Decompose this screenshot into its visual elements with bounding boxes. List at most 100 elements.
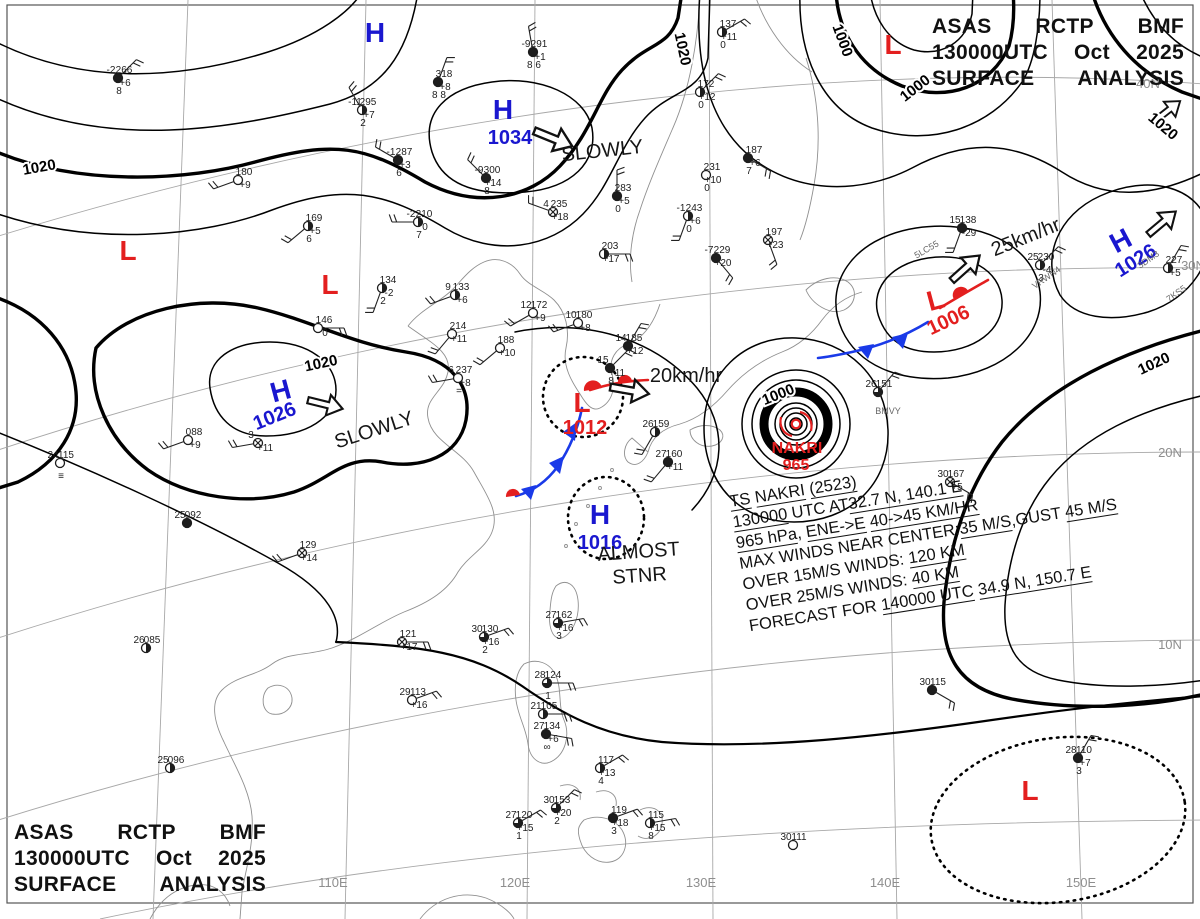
station-plot: 15+118 xyxy=(597,349,636,387)
station-value: 1 xyxy=(545,691,551,702)
movement-annotation: ALMOST xyxy=(597,538,681,566)
station-plot: 14 185 +12 xyxy=(615,322,649,357)
station-value: +11 xyxy=(721,32,738,43)
station-value: 188 xyxy=(498,335,515,346)
station-plot: 214+11 xyxy=(427,321,468,355)
station-value: -2 xyxy=(407,209,416,220)
station-value: 1 xyxy=(516,831,522,842)
station-value: +6 xyxy=(689,216,701,227)
station-value: 0 xyxy=(704,183,710,194)
station-plot: 088+9 xyxy=(157,427,203,451)
station-plot: 197+23 xyxy=(762,227,784,271)
station-value: +6 xyxy=(456,295,468,306)
fronts xyxy=(505,278,990,500)
station-plot: 25 230 -43 xyxy=(1027,246,1066,284)
station-value: +6 xyxy=(119,78,131,89)
station-plot: 3+11 xyxy=(227,430,274,454)
pressure-center-label: H xyxy=(493,94,513,125)
station-value: 4 xyxy=(543,199,549,210)
station-value: 8 xyxy=(648,831,654,842)
station-value: 130 xyxy=(482,624,499,635)
station-value: +8 xyxy=(579,323,591,334)
station-value: 12 xyxy=(520,300,532,311)
station-value: +9 xyxy=(239,180,251,191)
station-value: 30 xyxy=(780,832,792,843)
isobar-value-label: 1020 xyxy=(671,31,695,67)
station-value: 295 xyxy=(360,97,377,108)
station-value: +5 xyxy=(618,196,630,207)
station-plot: 12 172 +9 xyxy=(503,300,548,327)
title-word: 130000UTC xyxy=(932,41,1048,64)
station-value: +11 xyxy=(667,462,684,473)
station-value: 6 xyxy=(306,234,312,245)
arrow-h1026-left-icon xyxy=(304,388,347,421)
station-value: 3 xyxy=(556,631,562,642)
station-plot: 26 151 xyxy=(865,371,903,398)
station-plot: -1 243 +60 xyxy=(671,203,703,241)
station-value: 24 xyxy=(47,450,59,461)
movement-annotation: 20km/hr xyxy=(650,365,723,387)
pressure-center-label: 965 xyxy=(783,457,810,474)
movement-annotation: SLOWLY xyxy=(332,407,417,453)
station-value: 10 xyxy=(565,310,577,321)
pressure-center-label: 1016 xyxy=(578,532,623,554)
cold-front-l1006 xyxy=(816,320,930,360)
station-value: +20 xyxy=(555,808,572,819)
title-word: ANALYSIS xyxy=(1077,67,1184,90)
station-value: 25 xyxy=(174,510,186,521)
station-value: +5 xyxy=(951,482,963,493)
station-plot: 28 124 1 xyxy=(534,670,577,702)
station-value: 210 xyxy=(416,209,433,220)
station-plot: 27 120 +151 xyxy=(505,809,548,842)
title-line: ASAS RCTP BMF xyxy=(932,14,1184,40)
station-value: +14 xyxy=(485,178,502,189)
title-word: ASAS xyxy=(14,821,74,844)
station-value: +11 xyxy=(451,334,468,345)
station-value: +18 xyxy=(612,818,629,829)
title-word: BMF xyxy=(219,821,266,844)
station-value: 30 xyxy=(543,795,555,806)
title-line: ASAS RCTP BMF xyxy=(14,820,266,846)
station-value: 111 xyxy=(791,832,807,843)
station-value: 27 xyxy=(545,610,557,621)
station-value: 3 xyxy=(1038,273,1044,284)
station-value: -9 xyxy=(475,165,484,176)
station-value: 169 xyxy=(306,213,323,224)
isobars-medium xyxy=(334,640,1200,746)
station-value: 28 xyxy=(534,670,546,681)
title-word: 2025 xyxy=(1136,41,1184,64)
station-value: +14 xyxy=(301,553,318,564)
longitude-label: 130E xyxy=(686,875,717,890)
station-plot: 26 159 xyxy=(634,419,670,456)
station-plot: 137 +110 xyxy=(716,18,752,51)
station-value: 0 xyxy=(615,204,621,215)
movement-annotation: SLOWLY xyxy=(561,136,645,166)
station-value: +6 xyxy=(749,158,761,169)
station-value: -29 xyxy=(962,228,977,239)
station-plot: 180+9 xyxy=(207,167,253,191)
title-word: 130000UTC xyxy=(14,847,130,870)
station-value: 3 xyxy=(248,430,254,441)
station-value: 7 xyxy=(746,166,752,177)
warm-front-l1012 xyxy=(583,374,650,392)
station-value: 115 xyxy=(58,450,74,461)
station-value: +10 xyxy=(499,348,516,359)
station-plot: 30 130 +162 xyxy=(471,624,515,656)
pressure-center-label: L xyxy=(573,387,590,418)
station-value: 9 xyxy=(445,282,451,293)
station-value: +7 xyxy=(363,110,375,121)
station-value: ∞ xyxy=(543,742,550,753)
station-value: +8 xyxy=(439,82,451,93)
station-plot: 27 162 +163 xyxy=(545,610,589,642)
station-value: +9 xyxy=(189,440,201,451)
station-value: 124 xyxy=(545,670,562,681)
station-value: 092 xyxy=(185,510,202,521)
station-value: +15 xyxy=(517,823,534,834)
station-value: 113 xyxy=(410,687,426,698)
station-value: 227 xyxy=(1166,255,1183,266)
station-value: 137 xyxy=(720,19,737,30)
station-value: 27 xyxy=(655,449,667,460)
